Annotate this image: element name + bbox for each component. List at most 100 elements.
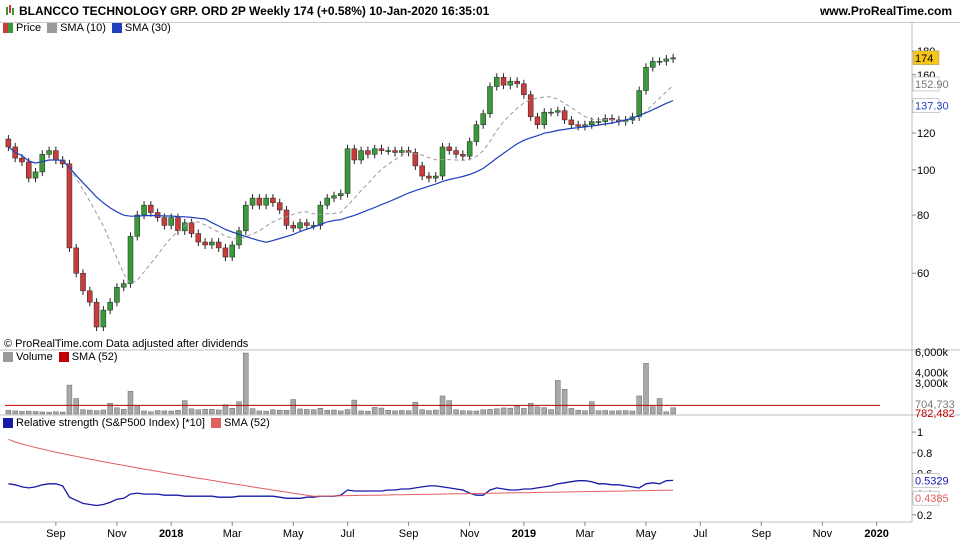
candle-body [412, 152, 419, 167]
volume-bar [541, 407, 547, 415]
volume-bar [236, 401, 242, 415]
volume-bar [73, 398, 79, 415]
candle-body [276, 202, 283, 211]
volume-swatch-icon [3, 352, 13, 362]
legend-volume[interactable]: Volume [3, 351, 53, 363]
volume-bar [19, 411, 25, 415]
candle-body [270, 197, 276, 204]
candle-body [59, 159, 66, 165]
volume-bar [80, 409, 86, 415]
volume-bar [602, 410, 608, 415]
volume-bar [643, 363, 649, 415]
volume-bar [392, 410, 398, 415]
volume-bar [107, 402, 113, 415]
volume-bar [629, 410, 636, 415]
volume-bar [249, 408, 256, 415]
volume-bar [283, 410, 290, 415]
volume-bar [317, 408, 324, 415]
volume-bar [609, 410, 615, 415]
volume-bar [338, 410, 344, 415]
volume-bar [87, 409, 93, 415]
volume-bar [426, 410, 432, 415]
candle-body [107, 301, 113, 311]
site-link[interactable]: www.ProRealTime.com [819, 4, 952, 18]
volume-bar [148, 411, 154, 415]
x-tick-label: Jul [693, 528, 707, 540]
candle-body [439, 146, 446, 177]
price-tick-label: 100 [917, 165, 935, 177]
candle-body [80, 272, 86, 292]
volume-bar [331, 409, 337, 415]
volume-bar [534, 406, 541, 415]
volume-bar [39, 411, 46, 415]
candle-body [229, 244, 235, 258]
volume-bar [595, 410, 602, 415]
candle-body [87, 290, 93, 303]
x-tick-label: 2019 [512, 528, 536, 540]
volume-bar [209, 409, 215, 415]
candle-body [236, 230, 242, 246]
candle-body [432, 175, 439, 179]
candle-body [460, 154, 466, 157]
candle-body [351, 148, 358, 161]
rs-tick-label: 0.8 [917, 448, 932, 460]
volume-bar [521, 408, 527, 415]
candle-body [46, 150, 52, 155]
volume-bar [650, 406, 656, 415]
candle-body [175, 217, 181, 232]
candle-body [161, 217, 168, 226]
volume-bar [121, 409, 127, 415]
legend-price[interactable]: Price [3, 22, 41, 34]
volume-bar [487, 409, 493, 415]
candle-body [575, 124, 581, 127]
candle-body [148, 204, 154, 213]
candle-body [466, 141, 473, 157]
x-tick-label: Nov [460, 528, 480, 540]
copyright-note: © ProRealTime.com Data adjusted after di… [4, 338, 249, 350]
legend-volume-sma-label: SMA (52) [71, 351, 118, 363]
x-tick-label: Nov [813, 528, 833, 540]
legend-sma10-label: SMA (10) [60, 22, 106, 34]
candle-body [534, 116, 541, 125]
candle-body [202, 241, 208, 246]
volume-bar [575, 410, 581, 415]
volume-bar [365, 410, 371, 415]
volume-tick-label: 4,000k [915, 368, 949, 380]
legend-rs-sma[interactable]: SMA (52) [210, 417, 270, 429]
candle-body [378, 148, 385, 151]
volume-bar [527, 402, 534, 415]
candle-body [209, 241, 215, 246]
candle-body [602, 118, 609, 122]
sma30-swatch-icon [111, 23, 122, 33]
chart-header: BLANCCO TECHNOLOGY GRP. ORD 2P Weekly 17… [0, 0, 960, 23]
legend-sma30[interactable]: SMA (30) [111, 22, 171, 34]
candle-body [480, 113, 486, 125]
volume-bar [141, 410, 147, 415]
candle-body [663, 58, 670, 62]
volume-bar [500, 407, 507, 415]
price-swatch-icon [3, 23, 13, 33]
volume-bar [568, 408, 575, 415]
rs-sma-badge-bg [912, 490, 940, 506]
volume-bar [182, 400, 188, 415]
candle-body [304, 222, 310, 226]
candle-body [453, 150, 459, 155]
candle-body [32, 171, 39, 179]
candle-body [650, 61, 656, 68]
volume-bar [263, 410, 269, 415]
volume-bar [548, 409, 554, 415]
rs-tick-label: 1 [917, 427, 923, 439]
legend-sma10[interactable]: SMA (10) [47, 22, 106, 34]
volume-tick-label: 3,000k [915, 378, 949, 390]
volume-bar [134, 405, 140, 415]
candle-body [120, 283, 127, 288]
price-legend: Price SMA (10) SMA (30) [3, 22, 171, 34]
price-tick-label: 60 [917, 268, 929, 280]
candle-body [25, 161, 32, 179]
candle-body [66, 163, 73, 249]
candle-body [317, 204, 324, 226]
rs-sma-swatch-icon [210, 418, 221, 428]
legend-volume-sma[interactable]: SMA (52) [58, 351, 118, 363]
legend-rs[interactable]: Relative strength (S&P500 Index) [*10] [3, 417, 205, 429]
